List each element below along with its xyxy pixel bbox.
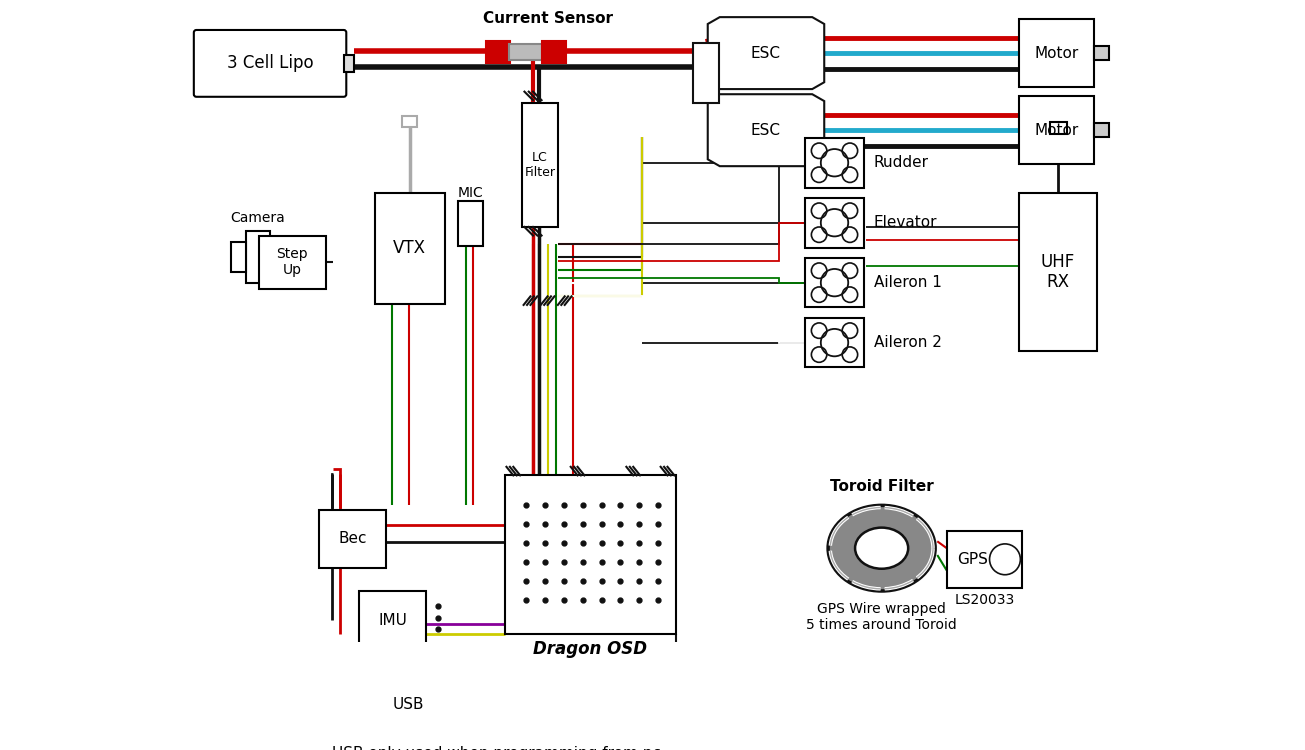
Text: Motor: Motor bbox=[1035, 123, 1078, 138]
Text: LC
Filter: LC Filter bbox=[525, 151, 556, 179]
FancyBboxPatch shape bbox=[805, 318, 864, 368]
Text: Bec: Bec bbox=[338, 531, 367, 546]
Text: ESC: ESC bbox=[750, 123, 780, 138]
Text: VTX: VTX bbox=[393, 239, 427, 257]
FancyBboxPatch shape bbox=[509, 44, 543, 60]
Text: GPS Wire wrapped
5 times around Toroid: GPS Wire wrapped 5 times around Toroid bbox=[806, 602, 957, 632]
Text: Aileron 1: Aileron 1 bbox=[874, 275, 942, 290]
Text: MIC: MIC bbox=[458, 186, 483, 200]
Text: ESC: ESC bbox=[750, 46, 780, 61]
FancyBboxPatch shape bbox=[375, 193, 445, 304]
Polygon shape bbox=[707, 94, 825, 166]
FancyBboxPatch shape bbox=[358, 690, 365, 698]
FancyBboxPatch shape bbox=[1094, 123, 1109, 137]
FancyBboxPatch shape bbox=[946, 531, 1022, 587]
FancyBboxPatch shape bbox=[402, 116, 418, 127]
FancyBboxPatch shape bbox=[805, 258, 864, 308]
FancyBboxPatch shape bbox=[354, 687, 373, 723]
Text: USB: USB bbox=[393, 697, 424, 712]
FancyBboxPatch shape bbox=[805, 198, 864, 248]
Text: Rudder: Rudder bbox=[874, 155, 929, 170]
FancyBboxPatch shape bbox=[194, 30, 346, 97]
Text: USB only used when programming from pc: USB only used when programming from pc bbox=[331, 746, 660, 750]
Text: Step
Up: Step Up bbox=[277, 247, 308, 278]
FancyBboxPatch shape bbox=[1094, 46, 1109, 60]
Ellipse shape bbox=[855, 527, 908, 568]
Text: IMU: IMU bbox=[378, 613, 407, 628]
Text: Current Sensor: Current Sensor bbox=[483, 11, 612, 26]
FancyBboxPatch shape bbox=[505, 476, 676, 634]
FancyBboxPatch shape bbox=[485, 41, 510, 62]
FancyBboxPatch shape bbox=[318, 510, 386, 568]
FancyBboxPatch shape bbox=[1019, 19, 1094, 87]
FancyBboxPatch shape bbox=[359, 591, 425, 650]
Text: Toroid Filter: Toroid Filter bbox=[830, 479, 933, 494]
FancyBboxPatch shape bbox=[247, 231, 270, 283]
Polygon shape bbox=[707, 17, 825, 89]
Text: Dragon OSD: Dragon OSD bbox=[534, 640, 647, 658]
Text: LS20033: LS20033 bbox=[954, 593, 1014, 608]
Text: 3 Cell Lipo: 3 Cell Lipo bbox=[227, 55, 313, 73]
FancyBboxPatch shape bbox=[358, 700, 365, 708]
Text: Camera: Camera bbox=[231, 211, 286, 226]
FancyBboxPatch shape bbox=[805, 138, 864, 188]
Text: Elevator: Elevator bbox=[874, 215, 937, 230]
FancyBboxPatch shape bbox=[1049, 122, 1066, 134]
Text: Motor: Motor bbox=[1035, 46, 1078, 61]
FancyBboxPatch shape bbox=[343, 55, 354, 72]
Ellipse shape bbox=[829, 506, 936, 591]
FancyBboxPatch shape bbox=[231, 242, 247, 272]
FancyBboxPatch shape bbox=[1019, 96, 1094, 164]
FancyBboxPatch shape bbox=[458, 201, 483, 246]
FancyBboxPatch shape bbox=[375, 676, 441, 732]
Text: GPS: GPS bbox=[957, 552, 988, 567]
FancyBboxPatch shape bbox=[543, 41, 566, 62]
Text: Aileron 2: Aileron 2 bbox=[874, 335, 942, 350]
FancyBboxPatch shape bbox=[693, 43, 719, 103]
FancyBboxPatch shape bbox=[258, 236, 326, 289]
FancyBboxPatch shape bbox=[522, 103, 557, 227]
Text: UHF
RX: UHF RX bbox=[1041, 253, 1075, 291]
FancyBboxPatch shape bbox=[1019, 193, 1098, 351]
